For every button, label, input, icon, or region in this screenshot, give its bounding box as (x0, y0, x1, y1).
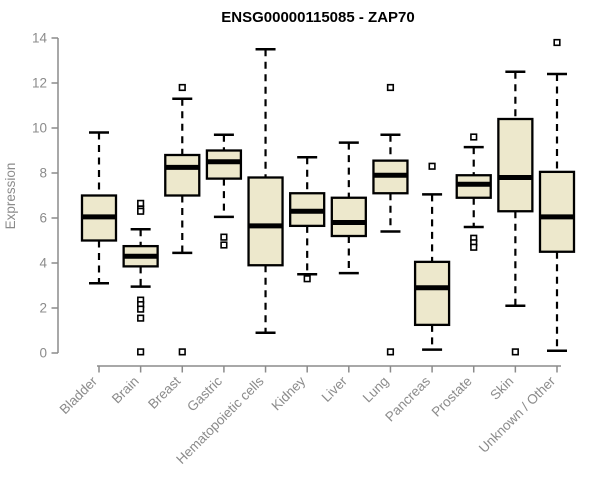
iqr-box (164, 153, 201, 197)
y-tick-label: 12 (32, 76, 47, 91)
x-tick-label-liver: Liver (319, 373, 351, 405)
boxplot-hematopoietic-cells (247, 48, 284, 334)
y-tick-label: 4 (39, 256, 47, 271)
boxplot-liver (330, 141, 367, 275)
x-tick-label-kidney: Kidney (269, 373, 309, 413)
y-axis-title: Expression (3, 163, 18, 230)
y-tick-label: 6 (39, 211, 47, 226)
boxplot-bladder (80, 131, 118, 285)
outlier-point (386, 348, 395, 356)
x-tick-label-lung: Lung (360, 374, 392, 406)
outlier-point (553, 38, 561, 47)
boxplot-gastric (205, 133, 243, 249)
iqr-box (205, 149, 243, 180)
iqr-box (413, 260, 451, 327)
outlier-point (137, 207, 145, 215)
x-tick-label-gastric: Gastric (184, 373, 225, 414)
outlier-point (220, 241, 228, 249)
outlier-point (303, 275, 311, 283)
boxplot-kidney (289, 156, 326, 283)
boxplot-brain (122, 199, 159, 356)
iqr-box (330, 196, 367, 238)
boxplot-series (80, 38, 576, 356)
y-tick-label: 8 (39, 166, 47, 181)
chart-title: ENSG00000115085 - ZAP70 (221, 9, 414, 26)
boxplot-prostate (455, 133, 492, 251)
iqr-box (247, 176, 284, 267)
y-tick-label: 10 (32, 121, 47, 136)
outlier-point (178, 348, 186, 356)
y-axis: 0 2 4 6 8 10 12 14 (32, 31, 59, 361)
outlier-point (470, 243, 478, 251)
boxplot-breast (164, 83, 201, 356)
x-tick-label-brain: Brain (109, 374, 142, 407)
x-tick-label-prostate: Prostate (429, 374, 475, 420)
boxplot-pancreas (413, 162, 451, 351)
iqr-box (538, 170, 576, 253)
y-tick-label: 2 (39, 301, 47, 316)
x-tick-label-bladder: Bladder (57, 373, 101, 417)
x-tick-label-unknown-other: Unknown / Other (476, 373, 559, 456)
boxplot-lung (372, 83, 409, 356)
x-tick-label-pancreas: Pancreas (382, 373, 433, 424)
iqr-box (497, 117, 534, 213)
boxplot-unknown-other (538, 38, 576, 352)
outlier-point (137, 314, 145, 322)
y-tick-label: 0 (39, 346, 47, 361)
x-tick-label-breast: Breast (145, 373, 183, 411)
outlier-point (386, 83, 395, 92)
y-tick-label: 14 (32, 31, 48, 46)
outlier-point (511, 348, 519, 356)
x-tick-label-skin: Skin (487, 374, 516, 403)
outlier-point (178, 83, 186, 92)
outlier-point (137, 348, 145, 356)
outlier-point (470, 133, 478, 141)
outlier-point (137, 199, 145, 207)
outlier-point (137, 305, 145, 313)
outlier-point (220, 233, 228, 241)
boxplot-skin (497, 70, 534, 356)
outlier-point (428, 162, 436, 170)
